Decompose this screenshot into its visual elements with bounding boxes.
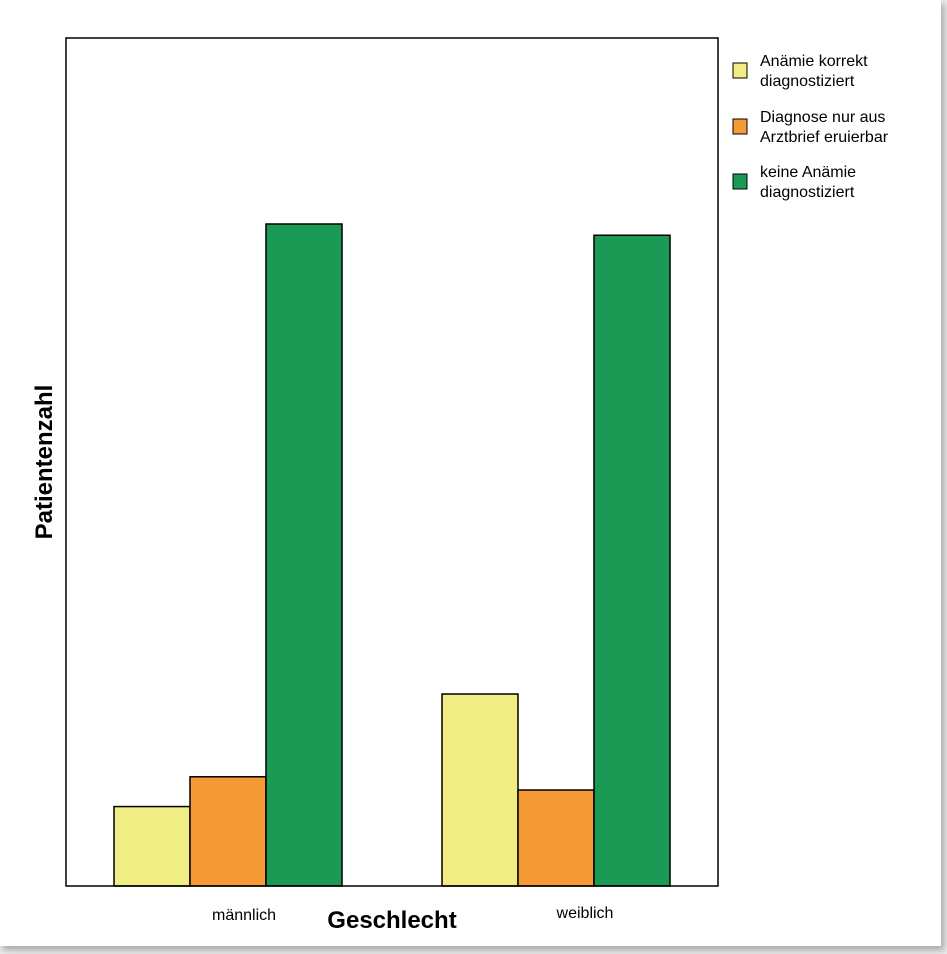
bars-layer	[113, 223, 671, 887]
bar-maennlich-korrekt	[113, 805, 191, 887]
y-axis-title: Patientenzahl	[31, 385, 58, 540]
bar-maennlich-arztbrief	[189, 776, 267, 887]
legend-item-arztbrief: Diagnose nur aus Arztbrief eruierbar	[732, 109, 889, 146]
x-axis-title: Geschlecht	[327, 907, 456, 934]
legend-swatch-arztbrief	[732, 118, 748, 135]
legend-label-arztbrief-line2: Arztbrief eruierbar	[760, 129, 889, 146]
legend-item-korrekt: Anämie korrekt diagnostiziert	[732, 53, 868, 90]
bar-weiblich-keine	[593, 234, 671, 887]
legend-label-keine-line2: diagnostiziert	[760, 184, 855, 201]
bar-maennlich-keine	[265, 223, 343, 887]
bar-weiblich-korrekt	[441, 693, 519, 887]
x-tick-label-weiblich: weiblich	[556, 905, 614, 922]
legend: Anämie korrekt diagnostiziert Diagnose n…	[732, 53, 889, 201]
bar-weiblich-arztbrief	[517, 789, 595, 887]
legend-label-korrekt-line2: diagnostiziert	[760, 73, 855, 90]
legend-item-keine: keine Anämie diagnostiziert	[732, 164, 856, 201]
legend-label-keine-line1: keine Anämie	[760, 164, 856, 181]
plot-area-frame	[65, 37, 719, 887]
legend-swatch-korrekt	[732, 62, 748, 79]
legend-label-korrekt-line1: Anämie korrekt	[760, 53, 868, 70]
x-tick-label-maennlich: männlich	[212, 907, 276, 924]
legend-label-arztbrief-line1: Diagnose nur aus	[760, 109, 885, 126]
legend-swatch-keine	[732, 173, 748, 190]
